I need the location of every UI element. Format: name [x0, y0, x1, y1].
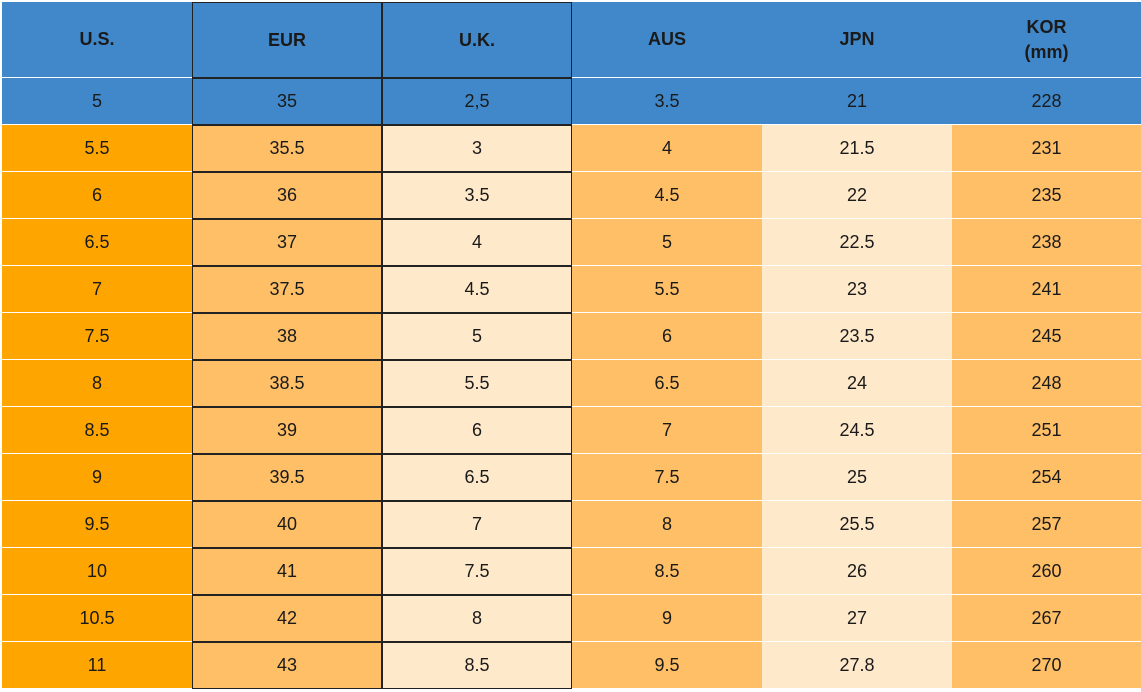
table-cell: 8.5: [382, 642, 572, 689]
table-cell: 245: [952, 313, 1141, 360]
header-cell: U.S.: [2, 2, 192, 78]
table-cell: 8: [572, 501, 762, 548]
table-cell: 5: [382, 313, 572, 360]
table-cell: 238: [952, 219, 1141, 266]
table-cell: 6: [2, 172, 192, 219]
header-cell: AUS: [572, 2, 762, 78]
table-cell: 3.5: [572, 78, 762, 125]
table-cell: 7.5: [382, 548, 572, 595]
table-cell: 36: [192, 172, 382, 219]
table-cell: 39.5: [192, 454, 382, 501]
table-cell: 9: [2, 454, 192, 501]
table-cell: 7.5: [2, 313, 192, 360]
header-cell: KOR (mm): [952, 2, 1141, 78]
table-cell: 10: [2, 548, 192, 595]
table-cell: 7: [572, 407, 762, 454]
table-cell: 241: [952, 266, 1141, 313]
table-cell: 42: [192, 595, 382, 642]
table-cell: 6: [572, 313, 762, 360]
table-cell: 8.5: [572, 548, 762, 595]
table-cell: 4: [382, 219, 572, 266]
table-cell: 10.5: [2, 595, 192, 642]
table-cell: 11: [2, 642, 192, 689]
table-cell: 260: [952, 548, 1141, 595]
table-cell: 7: [382, 501, 572, 548]
table-cell: 24: [762, 360, 952, 407]
header-cell: U.K.: [382, 2, 572, 78]
table-cell: 2,5: [382, 78, 572, 125]
table-cell: 23.5: [762, 313, 952, 360]
table-cell: 231: [952, 125, 1141, 172]
table-cell: 248: [952, 360, 1141, 407]
table-cell: 3.5: [382, 172, 572, 219]
table-cell: 5.5: [2, 125, 192, 172]
table-cell: 21.5: [762, 125, 952, 172]
table-cell: 37: [192, 219, 382, 266]
table-cell: 43: [192, 642, 382, 689]
table-cell: 254: [952, 454, 1141, 501]
table-cell: 8.5: [2, 407, 192, 454]
table-cell: 21: [762, 78, 952, 125]
table-cell: 23: [762, 266, 952, 313]
table-cell: 35: [192, 78, 382, 125]
table-cell: 6.5: [2, 219, 192, 266]
table-cell: 251: [952, 407, 1141, 454]
table-cell: 5.5: [382, 360, 572, 407]
table-cell: 39: [192, 407, 382, 454]
table-cell: 9: [572, 595, 762, 642]
table-cell: 4.5: [572, 172, 762, 219]
table-cell: 5: [2, 78, 192, 125]
table-cell: 27: [762, 595, 952, 642]
table-cell: 8: [382, 595, 572, 642]
table-cell: 6.5: [572, 360, 762, 407]
table-cell: 40: [192, 501, 382, 548]
table-cell: 27.8: [762, 642, 952, 689]
table-cell: 5.5: [572, 266, 762, 313]
header-cell: JPN: [762, 2, 952, 78]
table-cell: 257: [952, 501, 1141, 548]
table-cell: 26: [762, 548, 952, 595]
table-cell: 9.5: [2, 501, 192, 548]
table-cell: 35.5: [192, 125, 382, 172]
table-cell: 38: [192, 313, 382, 360]
table-cell: 7: [2, 266, 192, 313]
table-cell: 5: [572, 219, 762, 266]
table-cell: 22: [762, 172, 952, 219]
table-cell: 235: [952, 172, 1141, 219]
table-cell: 6: [382, 407, 572, 454]
table-cell: 4: [572, 125, 762, 172]
header-cell: EUR: [192, 2, 382, 78]
table-cell: 25: [762, 454, 952, 501]
table-cell: 228: [952, 78, 1141, 125]
table-cell: 270: [952, 642, 1141, 689]
table-cell: 3: [382, 125, 572, 172]
table-cell: 6.5: [382, 454, 572, 501]
table-cell: 25.5: [762, 501, 952, 548]
table-cell: 267: [952, 595, 1141, 642]
table-cell: 4.5: [382, 266, 572, 313]
table-cell: 41: [192, 548, 382, 595]
table-cell: 22.5: [762, 219, 952, 266]
table-cell: 8: [2, 360, 192, 407]
table-cell: 24.5: [762, 407, 952, 454]
table-cell: 37.5: [192, 266, 382, 313]
table-cell: 38.5: [192, 360, 382, 407]
table-cell: 7.5: [572, 454, 762, 501]
table-cell: 9.5: [572, 642, 762, 689]
